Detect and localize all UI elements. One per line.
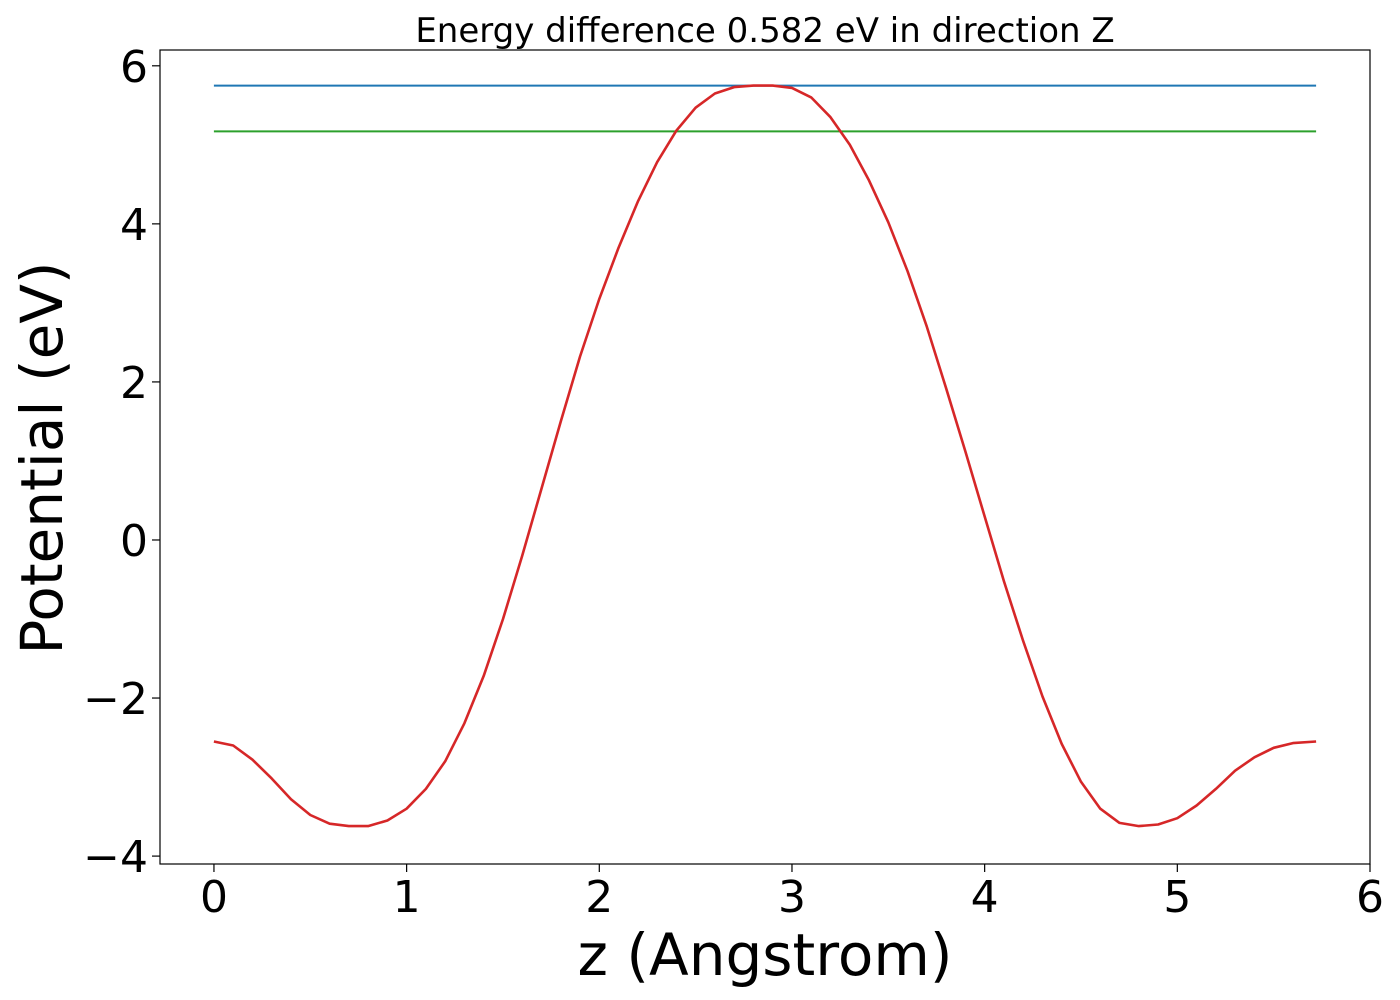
plot-frame — [159, 49, 1371, 865]
x-tick-label: 2 — [585, 872, 613, 923]
x-tick-label: 1 — [393, 872, 421, 923]
x-tick-label: 6 — [1356, 872, 1384, 923]
y-tick-label: 0 — [120, 516, 148, 567]
x-tick-label: 0 — [200, 872, 228, 923]
y-tick-label: −2 — [83, 674, 148, 725]
y-tick-label: 2 — [120, 358, 148, 409]
plot-area: 0 1 2 3 4 5 6 −4 −2 0 2 4 6 — [83, 42, 1384, 923]
y-tick-label: 6 — [120, 42, 148, 93]
y-axis-ticks: −4 −2 0 2 4 6 — [83, 42, 160, 883]
x-tick-label: 5 — [1163, 872, 1191, 923]
y-axis-label: Potential (eV) — [8, 261, 76, 654]
x-tick-label: 3 — [778, 872, 806, 923]
x-tick-label: 4 — [971, 872, 999, 923]
x-axis-ticks: 0 1 2 3 4 5 6 — [200, 864, 1384, 923]
y-tick-label: 4 — [120, 200, 148, 251]
x-axis-label: z (Angstrom) — [578, 921, 953, 989]
series-layer — [213, 84, 1317, 828]
chart-title: Energy difference 0.582 eV in direction … — [415, 11, 1114, 51]
series-line-2 — [213, 84, 1317, 828]
y-tick-label: −4 — [83, 832, 148, 883]
